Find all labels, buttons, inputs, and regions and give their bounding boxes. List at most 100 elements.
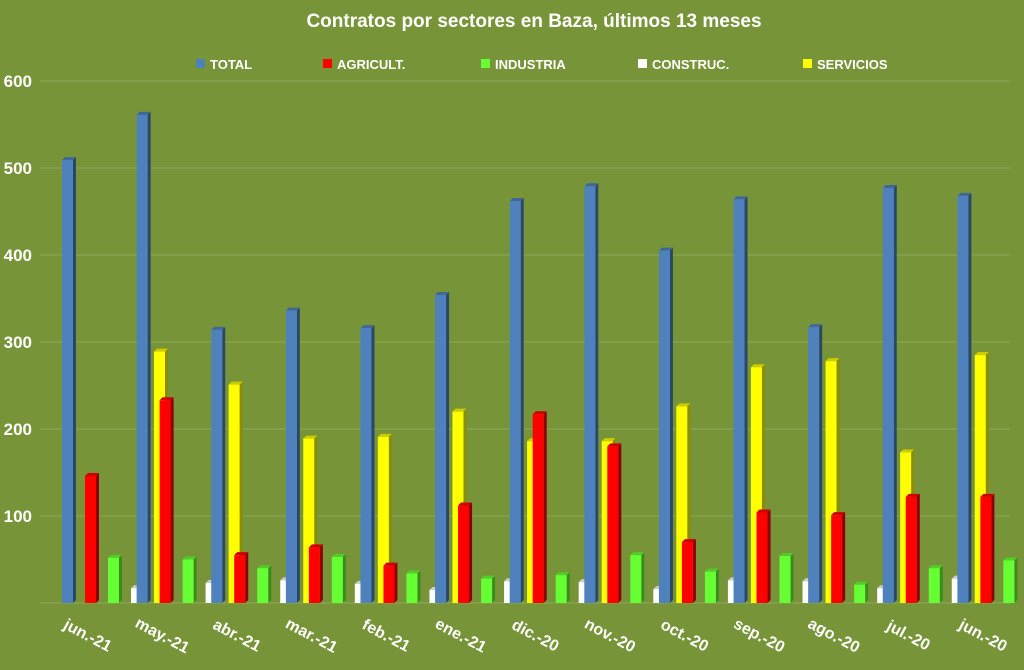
bar-front (877, 588, 889, 603)
bar-industria-mar-21 (331, 553, 346, 603)
bar-front (481, 578, 493, 603)
x-tick-label: abr.-21 (210, 616, 264, 655)
bar-side (1014, 557, 1018, 603)
bar-side (566, 572, 570, 603)
bar-top (159, 397, 174, 401)
bar-front (653, 589, 665, 603)
bar-top (154, 348, 168, 352)
bar-side (842, 512, 846, 603)
bar-side (417, 570, 421, 603)
bar-front (607, 446, 619, 603)
bar-top (630, 552, 645, 556)
bar-top (584, 183, 599, 187)
y-tick-label: 400 (4, 246, 32, 265)
bar-industria-nov-20 (630, 552, 645, 603)
bar-front (435, 295, 447, 603)
bar-agricult-abr-21 (234, 552, 249, 603)
bar-side (73, 157, 76, 604)
x-tick-label: mar.-21 (283, 615, 341, 656)
x-tick-label: jun.-20 (955, 616, 1009, 656)
bar-top (733, 196, 748, 200)
bar-agricult-ene-21 (458, 502, 473, 603)
bar-side (790, 553, 794, 603)
bar-side (170, 397, 174, 603)
bar-front (452, 411, 464, 603)
bar-top (377, 433, 392, 437)
bar-front (825, 361, 837, 603)
bar-total-jun-21 (62, 157, 76, 604)
bar-side (968, 192, 972, 603)
bar-front (584, 186, 596, 603)
bar-top (383, 562, 398, 566)
bar-top (182, 556, 197, 560)
bar-front (1003, 560, 1015, 603)
bar-top (257, 565, 272, 569)
bar-top (882, 185, 897, 189)
bar-front (285, 310, 297, 603)
bar-top (854, 581, 869, 585)
x-tick-label: ago.-20 (805, 615, 863, 656)
bar-top (750, 364, 765, 368)
bar-top (658, 247, 673, 251)
bar-top (779, 553, 794, 557)
bar-agricult-sep-20 (756, 509, 771, 603)
bar-side (371, 325, 375, 603)
bar-top (756, 509, 771, 513)
bar-front (905, 496, 917, 603)
bar-front (234, 555, 246, 603)
legend-label-industria: INDUSTRIA (495, 57, 566, 72)
bar-agricult-jul-20 (905, 493, 920, 603)
bar-side (119, 554, 122, 603)
legend-swatch-industria (481, 59, 490, 68)
bar-top (452, 408, 467, 412)
bar-side (296, 307, 300, 603)
bar-top (681, 539, 696, 543)
bar-top (607, 443, 622, 447)
bar-top (360, 325, 375, 329)
y-axis: 100 200 300 400 500 600 (4, 72, 32, 526)
bar-front (228, 384, 240, 603)
bar-side (394, 562, 398, 603)
bar-top (957, 192, 972, 196)
bar-side (767, 509, 771, 603)
bar-side (819, 324, 823, 603)
bar-front (750, 367, 762, 603)
bar-front (85, 475, 96, 603)
y-tick-label: 300 (4, 333, 32, 352)
bar-top (555, 572, 570, 576)
bars (62, 111, 1018, 604)
bar-industria-feb-21 (406, 570, 421, 603)
bar-side (865, 581, 869, 603)
chart-legend: TOTAL AGRICULT. INDUSTRIA CONSTRUC. SERVICIO… (196, 57, 888, 72)
x-tick-label: jul.-20 (883, 617, 933, 654)
bar-total-sep-20 (733, 196, 748, 603)
legend-swatch-construc (638, 59, 647, 68)
bar-front (704, 571, 716, 603)
bar-top (331, 553, 346, 557)
bar-front (458, 505, 470, 603)
legend-swatch-servicios (803, 59, 812, 68)
bar-top (808, 324, 823, 328)
bar-front (527, 441, 539, 603)
bar-total-may-21 (136, 111, 151, 604)
bar-front (303, 438, 315, 603)
bar-front (951, 578, 963, 603)
bar-front (383, 565, 395, 603)
bar-side (991, 493, 995, 603)
bar-front (630, 555, 642, 603)
bar-side (595, 183, 599, 603)
bar-front (882, 188, 894, 603)
bar-front (211, 329, 223, 603)
bar-industria-oct-20 (704, 568, 719, 603)
bar-front (504, 581, 516, 603)
bar-front (676, 406, 688, 603)
bar-side (446, 292, 450, 603)
bar-front (974, 355, 986, 603)
bar-front (779, 556, 791, 603)
bar-side (543, 411, 547, 603)
bar-side (222, 326, 226, 603)
y-tick-label: 600 (4, 72, 32, 91)
bar-agricult-jun-21 (85, 472, 99, 603)
bar-top (905, 493, 920, 497)
x-axis: jun.-21 may.-21 abr.-21 mar.-21 feb.-21 ene.-… (60, 615, 1010, 657)
